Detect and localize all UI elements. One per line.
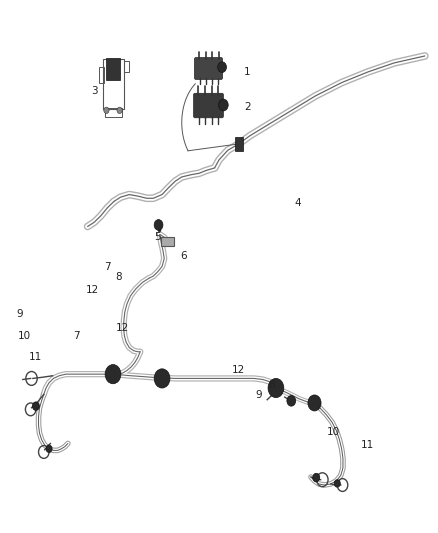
Circle shape xyxy=(154,220,163,230)
Bar xyxy=(106,58,120,80)
Circle shape xyxy=(268,378,284,398)
Text: 3: 3 xyxy=(91,86,98,95)
Circle shape xyxy=(313,473,320,482)
Text: 6: 6 xyxy=(180,251,187,261)
Circle shape xyxy=(32,402,39,410)
Text: 11: 11 xyxy=(361,440,374,450)
Bar xyxy=(103,59,124,109)
Text: 2: 2 xyxy=(244,102,251,111)
Text: 9: 9 xyxy=(255,391,262,400)
Bar xyxy=(105,108,122,117)
Circle shape xyxy=(218,62,226,72)
Circle shape xyxy=(219,99,228,111)
Bar xyxy=(99,67,104,83)
Text: 11: 11 xyxy=(28,352,42,362)
Circle shape xyxy=(308,395,321,411)
Circle shape xyxy=(287,395,296,406)
Circle shape xyxy=(105,365,121,384)
Text: 12: 12 xyxy=(85,286,99,295)
Text: 4: 4 xyxy=(294,198,301,207)
Text: 12: 12 xyxy=(116,323,129,333)
Text: 8: 8 xyxy=(268,380,275,390)
Bar xyxy=(161,237,174,246)
Bar xyxy=(124,61,129,72)
Text: 10: 10 xyxy=(326,427,339,437)
Circle shape xyxy=(46,445,52,453)
Circle shape xyxy=(334,480,340,487)
Text: 1: 1 xyxy=(244,67,251,77)
Circle shape xyxy=(154,369,170,388)
Text: 8: 8 xyxy=(115,272,122,282)
Text: 5: 5 xyxy=(154,232,161,242)
Text: 7: 7 xyxy=(104,262,111,271)
Text: 10: 10 xyxy=(18,331,31,341)
Text: 9: 9 xyxy=(16,310,23,319)
Text: 7: 7 xyxy=(73,331,80,341)
Circle shape xyxy=(117,107,122,114)
Circle shape xyxy=(104,107,109,114)
FancyBboxPatch shape xyxy=(194,93,223,118)
Bar xyxy=(235,137,243,150)
FancyBboxPatch shape xyxy=(194,58,223,79)
Text: 12: 12 xyxy=(232,366,245,375)
